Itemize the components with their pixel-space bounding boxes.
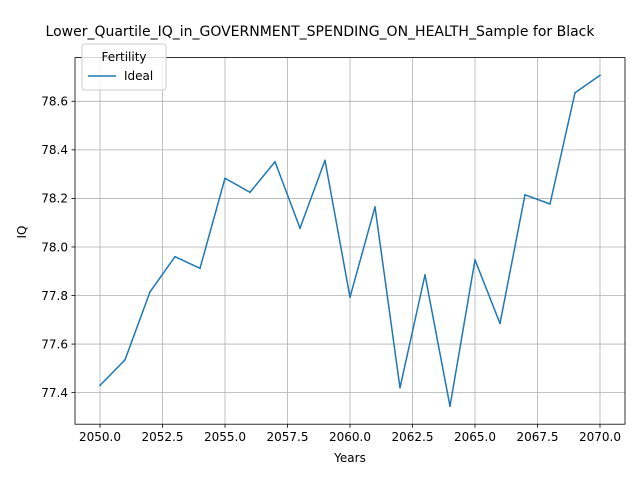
chart-title: Lower_Quartile_IQ_in_GOVERNMENT_SPENDING… xyxy=(46,24,596,40)
data-point xyxy=(499,323,501,325)
x-tick-label: 2057.5 xyxy=(267,430,309,444)
y-tick-label: 77.6 xyxy=(41,337,68,351)
x-tick-label: 2052.5 xyxy=(142,430,184,444)
data-point xyxy=(474,259,476,261)
x-tick-label: 2060.0 xyxy=(329,430,371,444)
y-axis-label: IQ xyxy=(15,226,29,239)
data-point xyxy=(274,161,276,163)
x-tick-label: 2067.5 xyxy=(517,430,559,444)
x-tick-label: 2065.0 xyxy=(454,430,496,444)
data-point xyxy=(449,405,451,407)
data-point xyxy=(424,274,426,276)
x-tick-label: 2050.0 xyxy=(79,430,121,444)
data-point xyxy=(549,203,551,205)
data-point xyxy=(599,75,601,77)
x-axis-label: Years xyxy=(333,451,366,465)
y-tick-label: 78.4 xyxy=(41,143,68,157)
data-point xyxy=(199,268,201,270)
data-point xyxy=(299,227,301,229)
y-tick-label: 78.6 xyxy=(41,95,68,109)
data-point xyxy=(374,206,376,208)
data-point xyxy=(224,177,226,179)
data-point xyxy=(149,291,151,293)
data-point xyxy=(324,159,326,161)
data-point xyxy=(174,256,176,258)
y-tick-label: 78.0 xyxy=(41,240,68,254)
data-point xyxy=(349,296,351,298)
data-point xyxy=(99,385,101,387)
data-point xyxy=(399,387,401,389)
x-tick-label: 2062.5 xyxy=(392,430,434,444)
legend-label-ideal: Ideal xyxy=(124,69,153,83)
y-tick-label: 78.2 xyxy=(41,192,68,206)
legend: Fertility Ideal xyxy=(82,44,166,90)
data-point xyxy=(524,194,526,196)
x-tick-label: 2055.0 xyxy=(204,430,246,444)
data-point xyxy=(574,92,576,94)
data-point xyxy=(124,359,126,361)
y-tick-label: 77.8 xyxy=(41,289,68,303)
x-tick-label: 2070.0 xyxy=(579,430,621,444)
legend-title: Fertility xyxy=(101,50,146,64)
data-point xyxy=(249,192,251,194)
y-tick-label: 77.4 xyxy=(41,386,68,400)
